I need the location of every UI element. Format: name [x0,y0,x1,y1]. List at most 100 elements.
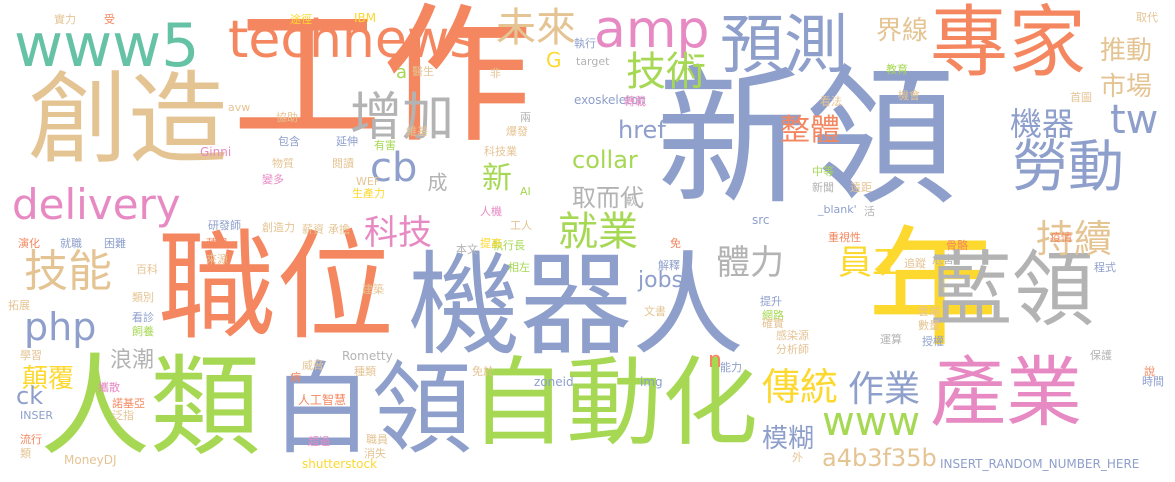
cloud-word: 看法 [820,95,842,108]
cloud-word: 專家 [930,0,1087,88]
cloud-word: 中等 [812,165,834,178]
cloud-word: 能力 [720,361,742,374]
cloud-word: 危害 [932,253,954,266]
cloud-word: 持續 [1036,217,1113,261]
cloud-word: 活 [864,205,875,218]
cloud-word: exoskeleton [574,93,646,107]
cloud-word: Ginni [200,145,232,159]
cloud-word: 來源 [206,253,228,266]
cloud-word: 時間 [1142,375,1164,388]
cloud-word: 物質 [272,157,294,170]
cloud-word: collar [572,146,638,174]
cloud-word: 職員 [366,433,388,446]
cloud-word: 非 [490,67,501,80]
cloud-word: 機器 [1010,105,1075,143]
cloud-word: 新 [482,161,512,196]
cloud-word: 增加 [350,88,455,148]
cloud-word: 有害 [374,139,396,152]
cloud-word: 說 [1144,365,1155,378]
cloud-word: 維基 [406,125,428,138]
cloud-word: 本文 [456,243,478,256]
cloud-word: 執行 [574,37,596,50]
cloud-word: 機器人 [408,241,744,371]
cloud-word: www5 [14,11,200,81]
cloud-word: 界線 [876,16,929,46]
cloud-word: 受 [104,13,115,26]
cloud-word: INSER [20,409,54,422]
cloud-word: 員工 [838,243,906,283]
cloud-word: 創造力 [262,221,295,234]
cloud-word: www [822,399,921,445]
cloud-word: 諾基亞 [112,397,145,410]
cloud-word: 模糊 [762,424,815,454]
cloud-word: 取代 [1136,11,1158,24]
cloud-word: 協助 [276,111,298,124]
cloud-word: shutterstock [302,457,378,471]
cloud-word: 體力 [716,243,784,283]
cloud-word: target [576,55,610,68]
cloud-word: 產業 [930,348,1082,437]
cloud-word: MoneyDJ [64,453,117,467]
cloud-word: 教育 [886,63,908,76]
cloud-word: 白領 [272,351,472,468]
cloud-word: 傳統 [762,365,839,409]
cloud-word: delivery [12,180,181,229]
cloud-word: 建築 [362,283,384,296]
cloud-word: 授權 [922,335,944,348]
cloud-word: 科技 [364,213,432,253]
cloud-word: 新領 [656,52,957,226]
cloud-word: 市場 [1100,72,1153,102]
cloud-word: img [640,375,663,389]
cloud-word: cb [370,145,418,191]
cloud-word: 提高 [480,237,502,250]
cloud-word: IBM [354,11,377,25]
cloud-word: 類別 [132,291,154,304]
cloud-word: 超過 [308,435,330,448]
cloud-word: 醫生 [412,65,434,78]
cloud-word: 免於 [472,365,494,378]
cloud-word: 整體 [780,113,840,148]
cloud-word: 數量 [918,319,940,332]
cloud-word: 文書 [644,305,666,318]
cloud-word: 人機 [480,205,502,218]
cloud-word: 生產力 [352,187,385,200]
cloud-word: 新聞 [812,181,834,194]
cloud-word: php [24,305,97,349]
cloud-word: avw [228,101,251,114]
cloud-word: 外 [792,451,803,464]
cloud-word: src [752,213,770,227]
cloud-word: 類 [20,447,31,460]
cloud-word: 軟 [626,195,637,208]
cloud-word: 運算 [880,333,902,346]
cloud-word: 病 [290,371,301,384]
cloud-word: jobs [638,268,683,293]
cloud-word: 人工智慧 [298,393,347,407]
cloud-word: 變多 [262,173,284,186]
cloud-word: 網路 [762,309,784,322]
cloud-word: technews [228,10,477,70]
cloud-word: 兩 [520,111,531,124]
cloud-word: 浪潮 [110,348,155,373]
cloud-word: 工人 [510,219,532,232]
cloud-word: href [618,116,666,144]
cloud-word: 確實 [762,317,784,330]
cloud-word: 承擔 [328,223,350,236]
cloud-word: 流行 [20,433,42,446]
cloud-word: 預測 [720,9,848,83]
cloud-word: 職位 [158,218,395,356]
cloud-word: 免 [670,237,681,250]
cloud-word: G [546,48,562,72]
cloud-word: 困難 [104,237,126,250]
cloud-word: 顛覆 [22,364,75,394]
cloud-word: 執行長 [492,239,525,252]
cloud-word: 研發師 [208,219,241,232]
cloud-word: 分析師 [776,343,809,356]
cloud-word: 取而代 [572,184,644,212]
cloud-word: 學習 [20,349,42,362]
cloud-word: 轉載 [624,95,646,108]
cloud-word: 包含 [278,135,300,148]
cloud-word: 蘋果 [206,237,228,250]
cloud-word: 飼養 [132,325,154,338]
cloud-word: 未來 [496,5,576,51]
